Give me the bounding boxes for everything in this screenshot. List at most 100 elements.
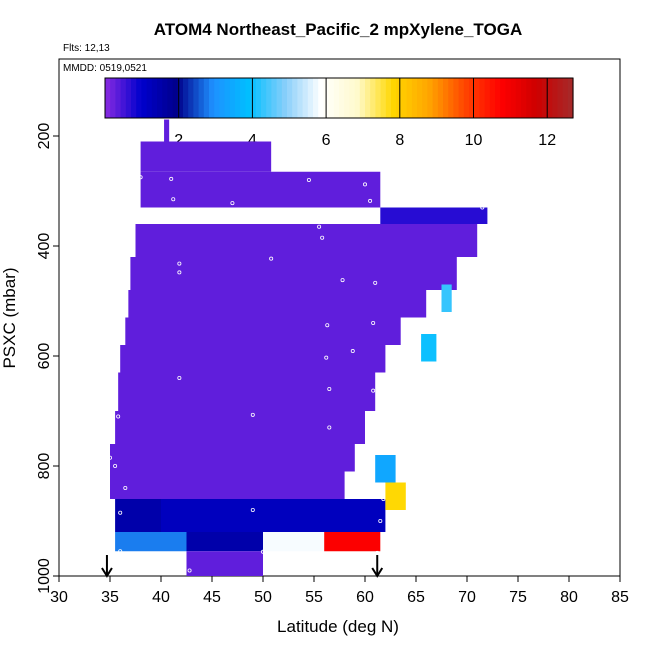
colorbar-ticks: 2 4 6 8 10 12 (174, 78, 556, 149)
sample-marker (260, 549, 265, 554)
colorbar-segment (203, 78, 210, 118)
colorbar-segment (110, 78, 116, 118)
heatmap-cell (324, 532, 381, 552)
heatmap-cell (161, 499, 386, 532)
x-tick-label: 60 (356, 589, 374, 606)
sample-marker (108, 455, 113, 460)
colorbar-segment (245, 78, 252, 118)
colorbar-segment (125, 78, 132, 118)
colorbar-segment (515, 78, 522, 118)
y-tick-label: 200 (36, 123, 53, 150)
sample-marker (340, 278, 345, 283)
colorbar-segment (224, 78, 231, 118)
x-tick-label: 85 (611, 589, 629, 606)
sample-marker (250, 412, 255, 417)
dates-label: MMDD: 0519,0521 (63, 63, 147, 74)
y-axis-label: PSXC (mbar) (0, 267, 19, 368)
colorbar-segment (417, 78, 423, 118)
colorbar-segment (349, 78, 356, 118)
heatmap-cell (263, 532, 325, 552)
colorbar-segment (188, 78, 194, 118)
heatmap-cell (140, 171, 381, 208)
heatmap-cell (128, 290, 427, 318)
sample-marker (375, 550, 380, 555)
heatmap-cell (115, 532, 187, 552)
y-tick-label: 600 (36, 343, 53, 370)
chart-title: ATOM4 Northeast_Pacific_2 mpXylene_TOGA (154, 20, 522, 39)
colorbar-segment (370, 78, 376, 118)
heatmap-cell (110, 444, 355, 472)
flights-label: Flts: 12,13 (63, 43, 110, 54)
sample-marker (362, 182, 367, 187)
sample-marker (111, 408, 116, 413)
colorbar-segment (261, 78, 267, 118)
sample-marker (371, 320, 376, 325)
colorbar-segment (463, 78, 470, 118)
colorbar-segment (489, 78, 496, 118)
colorbar-segment (354, 78, 361, 118)
colorbar-segment (281, 78, 288, 118)
sample-marker (177, 270, 182, 275)
sample-marker (230, 201, 235, 206)
heatmap-cell (115, 411, 365, 444)
colorbar-segment (401, 78, 408, 118)
heatmap-cell (380, 207, 488, 224)
colorbar-segment (406, 78, 413, 118)
colorbar-tick-label: 2 (174, 132, 183, 149)
heatmap-cell (140, 141, 272, 172)
colorbar (104, 77, 574, 119)
x-tick-label: 40 (152, 589, 170, 606)
sample-marker (327, 425, 332, 430)
colorbar-segment (391, 78, 397, 118)
sample-marker (320, 235, 325, 240)
colorbar-tick-label: 8 (395, 132, 404, 149)
heatmap-cell (164, 119, 170, 142)
colorbar-segment (318, 78, 324, 118)
colorbar-tick-label: 10 (465, 132, 483, 149)
colorbar-segment (141, 78, 148, 118)
colorbar-segment (162, 78, 168, 118)
colorbar-segment (567, 78, 574, 118)
colorbar-segment (250, 78, 257, 118)
colorbar-segment (510, 78, 517, 118)
colorbar-segment (302, 78, 309, 118)
colorbar-segment (209, 78, 215, 118)
colorbar-segment (422, 78, 428, 118)
colorbar-segment (177, 78, 184, 118)
colorbar-segment (365, 78, 371, 118)
colorbar-segment (136, 78, 142, 118)
sample-marker (325, 323, 330, 328)
colorbar-segment (443, 78, 449, 118)
sample-marker (306, 177, 311, 182)
colorbar-segment (479, 78, 486, 118)
y-tick-label: 800 (36, 453, 53, 480)
colorbar-segment (411, 78, 418, 118)
sample-marker (324, 355, 329, 360)
colorbar-segment (172, 78, 179, 118)
plot-frame (58, 58, 621, 577)
colorbar-segment (229, 78, 236, 118)
colorbar-segment (146, 78, 153, 118)
x-tick-label: 65 (407, 589, 425, 606)
heatmap-cell (130, 257, 457, 290)
colorbar-segment (484, 78, 491, 118)
colorbar-segment (266, 78, 272, 118)
colorbar-segment (292, 78, 298, 118)
heatmap-cell (118, 372, 376, 411)
sample-marker (381, 496, 386, 501)
sample-marker (138, 175, 143, 180)
colorbar-segment (385, 78, 392, 118)
sample-marker (187, 568, 192, 573)
y-axis: 200 400 600 800 1000 (36, 123, 59, 594)
heatmap-cell (186, 532, 263, 552)
sample-marker (118, 510, 123, 515)
colorbar-segment (157, 78, 163, 118)
heatmap-cells (110, 119, 488, 576)
colorbar-frame (104, 77, 574, 119)
colorbar-segment (339, 78, 345, 118)
x-tick-label: 75 (509, 589, 527, 606)
colorbar-segment (287, 78, 293, 118)
heatmap-cell (385, 482, 406, 510)
x-tick-label: 50 (254, 589, 272, 606)
